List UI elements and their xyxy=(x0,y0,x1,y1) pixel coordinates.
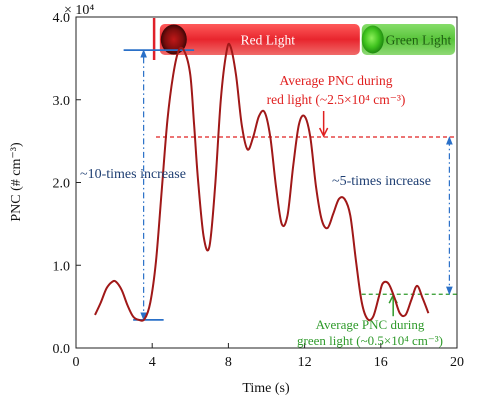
y-tick-label: 1.0 xyxy=(53,259,71,274)
x-tick-label: 12 xyxy=(298,355,312,370)
axes: 0 4 8 12 16 20 0.0 1.0 2.0 3.0 4.0 × 10⁴ Time (s)… xyxy=(9,3,464,396)
green-light-bar xyxy=(361,24,456,55)
red-average-annotation-line2: red light (~2.5×10⁴ cm⁻³) xyxy=(267,92,406,107)
y-ticks: 0.0 1.0 2.0 3.0 4.0 xyxy=(53,11,81,357)
x-ticks: 0 4 8 12 16 20 xyxy=(73,343,464,370)
annotations: Average PNC during red light (~2.5×10⁴ c… xyxy=(80,73,443,348)
x-tick-label: 20 xyxy=(450,355,464,370)
green-light-label: Green Light xyxy=(386,33,452,48)
red-average-pointer-head xyxy=(318,127,329,138)
y-tick-label: 0.0 xyxy=(53,342,71,357)
y-tick-label: 2.0 xyxy=(53,177,71,192)
x-tick-label: 0 xyxy=(73,355,80,370)
pnc-series-line xyxy=(94,42,430,322)
red-light-label: Red Light xyxy=(241,33,296,48)
y-tick-label: 3.0 xyxy=(53,94,71,109)
red-average-annotation-line1: Average PNC during xyxy=(280,73,393,88)
green-average-annotation-line2: green light (~0.5×10⁴ cm⁻³) xyxy=(297,333,443,348)
ten-times-increase-label: ~10-times increase xyxy=(80,167,186,182)
y-axis-label: PNC (# cm⁻³) xyxy=(9,142,24,222)
green-lamp xyxy=(361,25,384,54)
traffic-light-bar: Red Light Green Light xyxy=(152,18,456,60)
red-light-bar xyxy=(159,24,360,55)
x-tick-label: 16 xyxy=(374,355,388,370)
y-tick-label: 4.0 xyxy=(53,11,71,26)
reference-lines xyxy=(156,110,457,317)
five-times-increase-label: ~5-times increase xyxy=(332,174,431,189)
y-multiplier: × 10⁴ xyxy=(64,3,94,18)
green-average-annotation-line1: Average PNC during xyxy=(316,317,425,332)
x-axis-label: Time (s) xyxy=(242,381,290,396)
x-tick-label: 8 xyxy=(225,355,232,370)
x-tick-label: 4 xyxy=(149,355,156,370)
